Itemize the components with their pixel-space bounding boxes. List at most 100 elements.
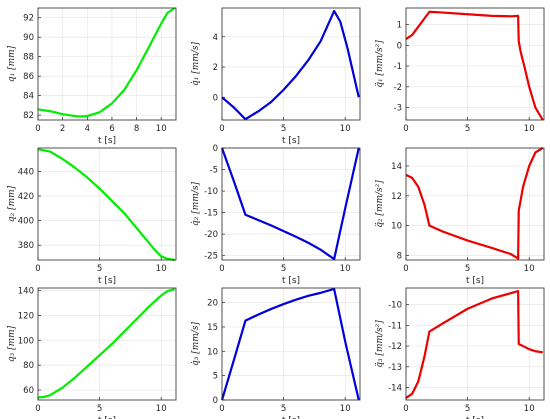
series-line	[220, 287, 360, 401]
y-tick-label: 120	[18, 311, 34, 321]
x-tick-label: 2	[60, 124, 65, 134]
y-tick-label: 0	[397, 41, 402, 51]
x-axis-label: t [s]	[98, 416, 116, 419]
subplot-1-1: 0 2 4 6 8 10 82 84 86 88 90 92 t [s] q₁ [mm]	[7, 7, 177, 146]
x-tick-label: 0	[219, 264, 224, 274]
y-tick-label: 100	[18, 336, 34, 346]
subplot-3-1: 0 5 10 140 120 100 80 60 t [s] q₃ [mm]	[7, 286, 177, 419]
x-tick-label: 10	[524, 264, 535, 274]
axes-frame	[37, 287, 177, 401]
y-tick-label: 0	[213, 93, 218, 103]
y-tick-label: 5	[213, 372, 218, 382]
y-tick-label: 140	[18, 286, 34, 296]
y-axis-label: q₂ [mm]	[7, 185, 17, 222]
y-tick-label: -5	[210, 166, 218, 176]
x-tick-label: 5	[465, 264, 470, 274]
x-tick-label: 10	[156, 404, 167, 414]
x-tick-label: 10	[156, 264, 167, 274]
x-tick-label: 0	[403, 264, 408, 274]
x-tick-label: 6	[109, 124, 114, 134]
y-tick-label: -13	[388, 363, 402, 373]
y-tick-label: 20	[207, 299, 218, 309]
x-tick-label: 5	[465, 404, 470, 414]
subplot-2-3: 0 5 10 14 12 10 8 t [s] q̈₂ [mm/s²]	[375, 147, 545, 286]
x-tick-label: 10	[156, 124, 167, 134]
x-tick-label: 5	[465, 124, 470, 134]
axes-frame	[405, 287, 545, 401]
x-tick-label: 10	[524, 404, 535, 414]
y-tick-label: 420	[18, 192, 34, 202]
y-tick-label: 8	[397, 252, 402, 262]
y-tick-label: 10	[391, 222, 402, 232]
axes-frame	[221, 7, 361, 121]
y-tick-label: -11	[388, 321, 402, 331]
y-tick-label: 12	[391, 192, 402, 202]
y-axis-label: q₃ [mm]	[7, 325, 17, 362]
series-line	[37, 288, 176, 399]
y-tick-label: 4	[213, 33, 218, 43]
y-tick-label: 400	[18, 217, 34, 227]
x-tick-label: 10	[340, 404, 351, 414]
y-axis-label: q̇₂ [mm/s]	[191, 182, 201, 226]
x-tick-label: 0	[403, 124, 408, 134]
x-tick-label: 0	[403, 404, 408, 414]
series-line	[405, 290, 543, 399]
y-tick-label: 80	[23, 361, 34, 371]
x-axis-label: t [s]	[98, 136, 116, 146]
y-tick-label: -12	[388, 342, 402, 352]
axes-frame	[405, 147, 545, 261]
series-line	[37, 148, 175, 262]
subplot-2-2: 0 5 10 0 -5 -10 -15 -20 -25 t [s] q̇₂ [mm/s]	[191, 144, 361, 286]
y-axis-label: q̈₂ [mm/s²]	[375, 180, 385, 228]
y-tick-label: -15	[204, 209, 218, 219]
y-tick-label: 82	[23, 111, 34, 121]
series-line	[220, 147, 360, 261]
y-axis-label: q₁ [mm]	[7, 45, 17, 82]
y-tick-label: -2	[394, 83, 402, 93]
y-axis-label: q̇₃ [mm/s]	[191, 322, 201, 366]
y-tick-label: 14	[391, 162, 402, 172]
y-tick-label: 0	[213, 144, 218, 154]
y-tick-label: 380	[18, 241, 34, 251]
x-axis-label: t [s]	[282, 416, 300, 419]
y-tick-label: 10	[207, 347, 218, 357]
y-tick-label: 15	[207, 323, 218, 333]
x-tick-label: 0	[35, 264, 40, 274]
x-axis-label: t [s]	[98, 276, 116, 286]
x-tick-label: 0	[35, 124, 40, 134]
y-tick-label: 2	[213, 63, 218, 73]
x-tick-label: 5	[97, 264, 102, 274]
x-axis-label: t [s]	[282, 136, 300, 146]
y-tick-label: 92	[23, 14, 34, 24]
x-tick-label: 10	[340, 264, 351, 274]
y-tick-label: 84	[23, 92, 34, 102]
y-axis-label: q̈₁ [mm/s²]	[375, 40, 385, 88]
subplot-2-1: 0 5 10 440 420 400 380 t [s] q₂ [mm]	[7, 147, 177, 286]
x-tick-label: 8	[134, 124, 139, 134]
y-tick-label: -25	[204, 252, 218, 262]
y-tick-label: -3	[394, 104, 402, 114]
y-axis-label: q̈₃ [mm/s²]	[375, 320, 385, 368]
axes-frame	[37, 147, 177, 261]
x-tick-label: 0	[219, 404, 224, 414]
axes-frame	[37, 7, 177, 121]
x-tick-label: 10	[340, 124, 351, 134]
y-tick-label: 1	[397, 21, 402, 31]
y-tick-label: -14	[388, 384, 402, 394]
y-tick-label: 440	[18, 167, 34, 177]
y-tick-label: -10	[204, 187, 218, 197]
y-tick-label: -10	[388, 301, 402, 311]
x-axis-label: t [s]	[282, 276, 300, 286]
x-tick-label: 5	[281, 404, 286, 414]
x-tick-label: 0	[35, 404, 40, 414]
subplot-3-2: 0 5 10 0 5 10 15 20 t [s] q̇₃ [mm/s]	[191, 287, 361, 419]
y-tick-label: -20	[204, 230, 218, 240]
series-line	[221, 9, 360, 121]
y-tick-label: 90	[23, 33, 34, 43]
series-line	[37, 7, 176, 118]
y-tick-label: 86	[23, 72, 34, 82]
series-line	[405, 147, 544, 260]
y-tick-label: 0	[213, 396, 218, 406]
x-tick-label: 10	[524, 124, 535, 134]
